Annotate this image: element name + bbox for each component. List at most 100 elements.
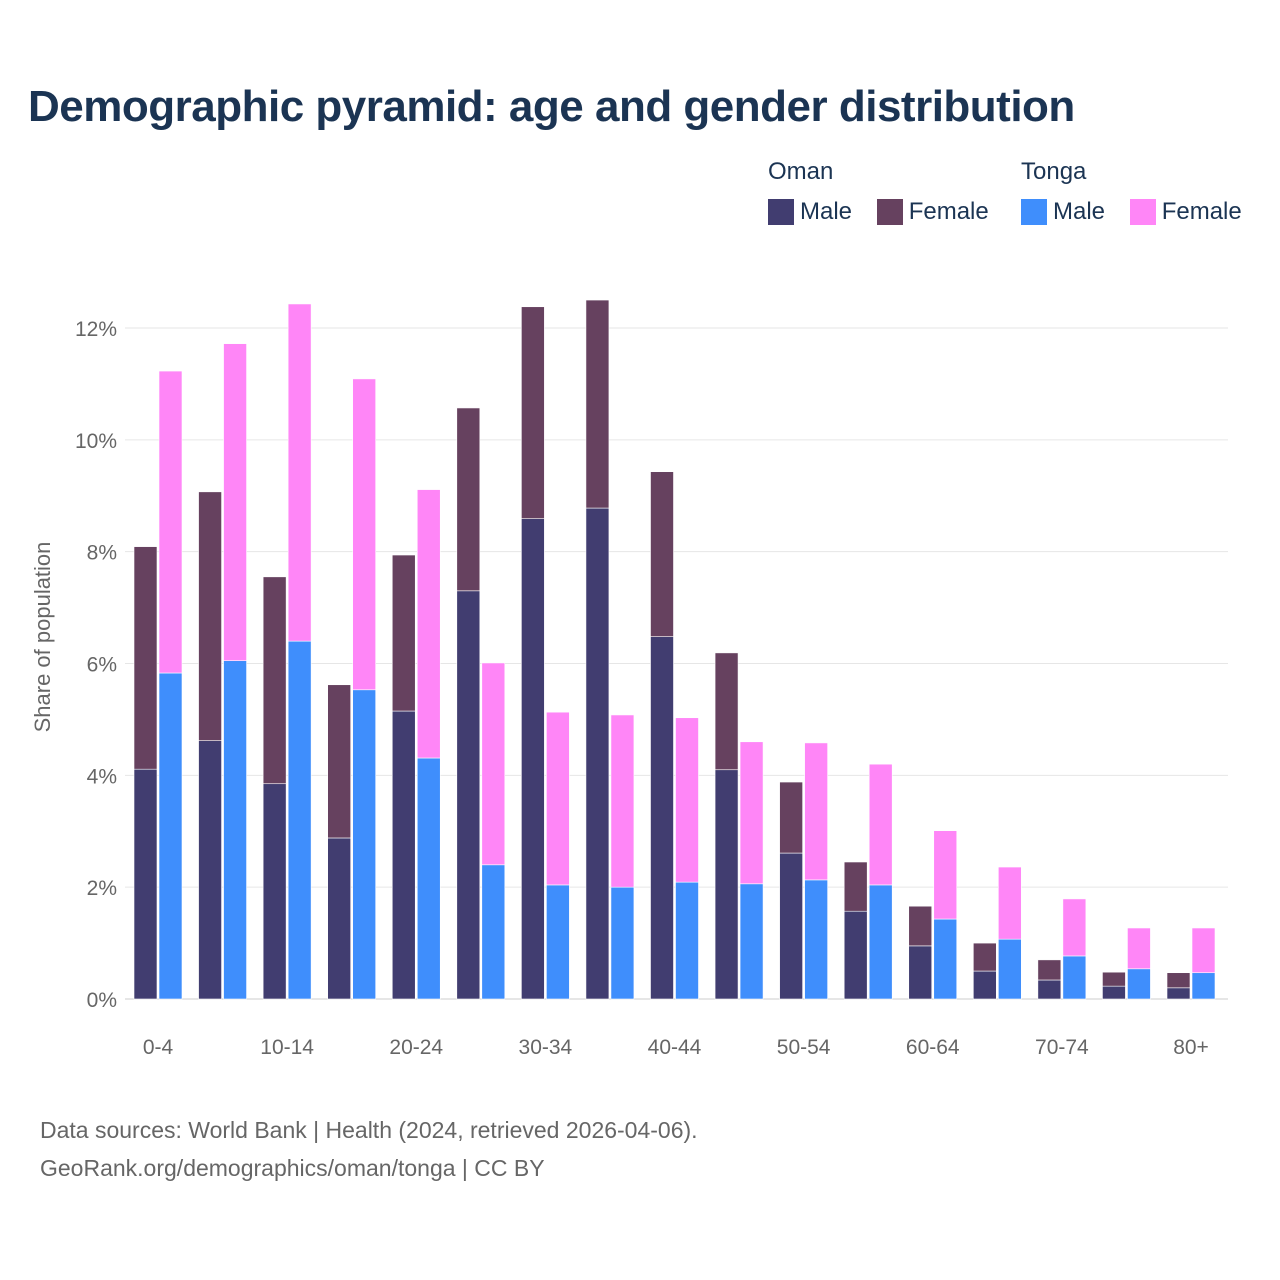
x-tick-label: 70-74 — [1035, 1036, 1089, 1059]
bar-oman-female-45-49[interactable]: Oman Female 45-49: 2.09% — [714, 652, 739, 771]
bar-tonga-female-45-49[interactable]: Tonga Female 45-49: 2.54% — [739, 741, 764, 885]
bar-oman-male-60-64[interactable]: Oman Male 60-64: 0.95% — [908, 945, 933, 1000]
bar-oman-male-40-44[interactable]: Oman Male 40-44: 6.48% — [650, 636, 674, 1000]
y-tick-label: 6% — [87, 654, 117, 677]
legend-item-tonga-male[interactable]: Male — [1021, 198, 1105, 226]
bar-oman-male-70-74[interactable]: Oman Male 70-74: 0.34% — [1037, 979, 1062, 1000]
bar-oman-male-35-39[interactable]: Oman Male 35-39: 8.78% — [585, 507, 610, 1000]
legend-group-title: Tonga — [1021, 158, 1087, 185]
bar-oman-male-10-14[interactable]: Oman Male 10-14: 3.85% — [262, 783, 287, 1000]
y-tick-label: 2% — [87, 877, 117, 900]
bar-tonga-male-45-49[interactable]: Tonga Male 45-49: 2.06% — [739, 883, 764, 1000]
bar-tonga-female-70-74[interactable]: Tonga Female 70-74: 1.02% — [1062, 898, 1087, 957]
bar-tonga-male-50-54[interactable]: Tonga Male 50-54: 2.13% — [804, 879, 828, 1000]
bar-oman-female-35-39[interactable]: Oman Female 35-39: 3.72% — [585, 299, 610, 509]
source-line-1: Data sources: World Bank | Health (2024,… — [40, 1117, 698, 1143]
bar-oman-female-70-74[interactable]: Oman Female 70-74: 0.36% — [1037, 959, 1062, 981]
bar-tonga-female-10-14[interactable]: Tonga Female 10-14: 6.03% — [287, 303, 312, 642]
y-tick-label: 10% — [75, 430, 117, 453]
swatch — [768, 199, 794, 225]
legend-tonga: Tonga Male Female — [1021, 158, 1242, 232]
bar-tonga-male-0-4[interactable]: Tonga Male 0-4: 5.83% — [158, 672, 183, 1000]
legend-label: Female — [908, 198, 989, 225]
bar-oman-female-20-24[interactable]: Oman Female 20-24: 2.79% — [391, 554, 416, 712]
bar-tonga-female-25-29[interactable]: Tonga Female 25-29: 3.61% — [481, 662, 506, 866]
bar-tonga-female-50-54[interactable]: Tonga Female 50-54: 2.45% — [804, 742, 828, 881]
bar-tonga-female-55-59[interactable]: Tonga Female 55-59: 2.16% — [868, 763, 893, 886]
bar-tonga-male-60-64[interactable]: Tonga Male 60-64: 1.43% — [933, 918, 958, 1000]
swatch — [1021, 199, 1047, 225]
bar-tonga-male-80+[interactable]: Tonga Male 80+: 0.47% — [1191, 972, 1216, 1000]
bar-oman-female-40-44[interactable]: Oman Female 40-44: 2.95% — [650, 471, 674, 637]
bars: Oman Male 0-4: 4.11%Oman Female 0-4: 3.9… — [133, 299, 1216, 1000]
bar-tonga-female-5-9[interactable]: Tonga Female 5-9: 5.67% — [223, 343, 247, 662]
bar-tonga-female-60-64[interactable]: Tonga Female 60-64: 1.58% — [933, 830, 958, 920]
bar-tonga-male-20-24[interactable]: Tonga Male 20-24: 4.31% — [416, 757, 441, 1000]
bar-tonga-male-75-79[interactable]: Tonga Male 75-79: 0.54% — [1127, 968, 1151, 1000]
bar-oman-male-0-4[interactable]: Oman Male 0-4: 4.11% — [133, 768, 158, 1000]
swatch — [876, 199, 903, 225]
bar-oman-male-80+[interactable]: Oman Male 80+: 0.2% — [1166, 987, 1191, 1000]
bar-oman-female-30-34[interactable]: Oman Female 30-34: 3.79% — [521, 306, 545, 519]
legend-item-oman-male[interactable]: Male — [768, 198, 852, 226]
bar-tonga-female-75-79[interactable]: Tonga Female 75-79: 0.73% — [1127, 927, 1151, 970]
bar-oman-female-0-4[interactable]: Oman Female 0-4: 3.98% — [133, 546, 158, 770]
y-tick-label: 8% — [87, 542, 117, 565]
legend-group-title: Oman — [768, 158, 834, 185]
bar-oman-male-5-9[interactable]: Oman Male 5-9: 4.62% — [198, 740, 222, 1000]
bar-oman-female-55-59[interactable]: Oman Female 55-59: 0.88% — [843, 861, 868, 912]
bar-oman-female-80+[interactable]: Oman Female 80+: 0.27% — [1166, 972, 1191, 989]
bar-tonga-male-70-74[interactable]: Tonga Male 70-74: 0.77% — [1062, 955, 1087, 1000]
x-tick-label: 50-54 — [777, 1036, 831, 1059]
bar-oman-male-45-49[interactable]: Oman Male 45-49: 4.1% — [714, 769, 739, 1000]
x-tick-label: 20-24 — [389, 1036, 443, 1059]
x-tick-label: 60-64 — [906, 1036, 960, 1059]
bar-oman-male-65-69[interactable]: Oman Male 65-69: 0.5% — [973, 970, 997, 1000]
bar-tonga-female-40-44[interactable]: Tonga Female 40-44: 2.94% — [675, 717, 699, 883]
bar-tonga-male-55-59[interactable]: Tonga Male 55-59: 2.04% — [868, 884, 893, 1000]
bar-tonga-female-80+[interactable]: Tonga Female 80+: 0.8% — [1191, 927, 1216, 974]
y-tick-label: 12% — [75, 318, 117, 341]
bar-oman-male-50-54[interactable]: Oman Male 50-54: 2.61% — [779, 852, 803, 1000]
legend-label: Male — [800, 198, 853, 225]
bar-tonga-male-15-19[interactable]: Tonga Male 15-19: 5.53% — [352, 689, 376, 1000]
bar-tonga-male-25-29[interactable]: Tonga Male 25-29: 2.4% — [481, 864, 506, 1000]
bar-oman-female-75-79[interactable]: Oman Female 75-79: 0.25% — [1102, 971, 1126, 987]
legend-item-tonga-female[interactable]: Female — [1129, 198, 1242, 226]
x-tick-label: 30-34 — [519, 1036, 573, 1059]
bar-tonga-female-65-69[interactable]: Tonga Female 65-69: 1.29% — [998, 866, 1022, 940]
bar-tonga-male-40-44[interactable]: Tonga Male 40-44: 2.09% — [675, 881, 699, 1000]
bar-oman-female-25-29[interactable]: Oman Female 25-29: 3.27% — [456, 407, 481, 592]
bar-tonga-male-65-69[interactable]: Tonga Male 65-69: 1.07% — [998, 938, 1022, 1000]
bar-tonga-female-30-34[interactable]: Tonga Female 30-34: 3.09% — [546, 711, 570, 886]
bar-oman-male-20-24[interactable]: Oman Male 20-24: 5.15% — [391, 710, 416, 1000]
bar-tonga-male-35-39[interactable]: Tonga Male 35-39: 2% — [610, 886, 635, 1000]
bar-tonga-male-10-14[interactable]: Tonga Male 10-14: 6.4% — [287, 640, 312, 1000]
x-axis: 0-4 10-14 20-24 30-34 40-44 50-54 60-64 70-74 80… — [143, 1036, 1209, 1059]
x-tick-label: 40-44 — [648, 1036, 702, 1059]
x-tick-label: 80+ — [1173, 1036, 1209, 1059]
source-line-2[interactable]: GeoRank.org/demographics/oman/tonga | CC… — [40, 1155, 545, 1181]
bar-oman-female-10-14[interactable]: Oman Female 10-14: 3.7% — [262, 576, 287, 785]
bar-tonga-female-15-19[interactable]: Tonga Female 15-19: 5.56% — [352, 378, 376, 691]
bar-tonga-female-35-39[interactable]: Tonga Female 35-39: 3.08% — [610, 714, 635, 888]
legend-item-oman-female[interactable]: Female — [876, 198, 989, 226]
bar-oman-female-60-64[interactable]: Oman Female 60-64: 0.71% — [908, 905, 933, 947]
y-tick-label: 4% — [87, 765, 117, 788]
bar-tonga-female-20-24[interactable]: Tonga Female 20-24: 4.8% — [416, 489, 441, 759]
bar-oman-male-30-34[interactable]: Oman Male 30-34: 8.59% — [521, 518, 545, 1000]
bar-tonga-male-5-9[interactable]: Tonga Male 5-9: 6.05% — [223, 660, 247, 1000]
bar-oman-male-75-79[interactable]: Oman Male 75-79: 0.23% — [1102, 985, 1126, 1000]
chart-title: Demographic pyramid: age and gender dist… — [28, 82, 1075, 131]
x-tick-label: 0-4 — [143, 1036, 174, 1059]
bar-oman-female-15-19[interactable]: Oman Female 15-19: 2.74% — [327, 684, 351, 839]
bar-tonga-female-0-4[interactable]: Tonga Female 0-4: 5.4% — [158, 370, 183, 674]
bar-oman-male-25-29[interactable]: Oman Male 25-29: 7.3% — [456, 590, 481, 1000]
bar-oman-female-50-54[interactable]: Oman Female 50-54: 1.27% — [779, 781, 803, 854]
bar-tonga-male-30-34[interactable]: Tonga Male 30-34: 2.04% — [546, 884, 570, 1000]
bar-oman-male-15-19[interactable]: Oman Male 15-19: 2.88% — [327, 837, 351, 1000]
bar-oman-female-5-9[interactable]: Oman Female 5-9: 4.45% — [198, 491, 222, 741]
bar-oman-male-55-59[interactable]: Oman Male 55-59: 1.57% — [843, 910, 868, 1000]
bar-oman-female-65-69[interactable]: Oman Female 65-69: 0.5% — [973, 942, 997, 972]
